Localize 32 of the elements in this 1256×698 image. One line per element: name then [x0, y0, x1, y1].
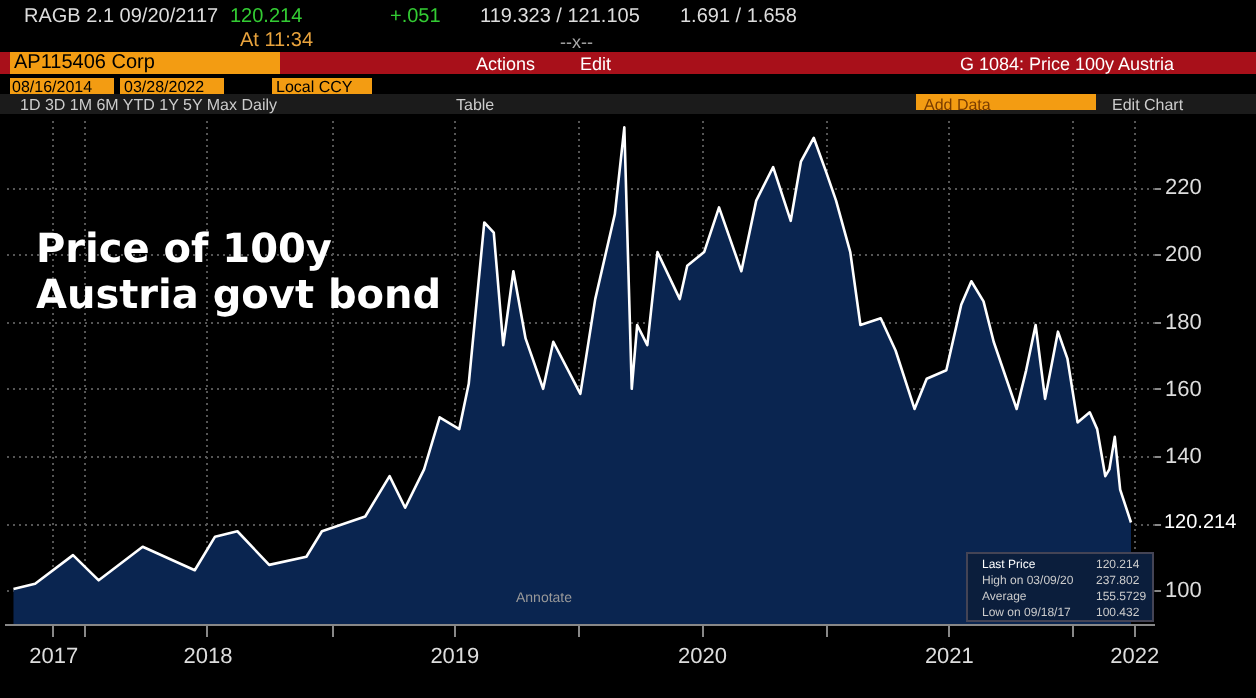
text: 119.323 / 121.105: [480, 6, 640, 28]
y-tick-label: 180: [1165, 310, 1202, 335]
text: 120.214: [230, 6, 303, 28]
y-tick-label: 160: [1165, 377, 1202, 402]
y-tick-label: 200: [1165, 243, 1202, 268]
text: Actions: [476, 54, 536, 74]
text: +.051: [390, 6, 441, 28]
y-tick-label: 100: [1165, 579, 1202, 604]
text: 1.691 / 1.658: [680, 6, 797, 28]
text: At 11:34: [240, 30, 314, 52]
x-tick-label: 2019: [430, 645, 480, 669]
text: 1D 3D 1M 6M YTD 1Y 5Y Max Daily: [20, 96, 277, 116]
x-tick-label: 2020: [677, 645, 727, 669]
x-tick-label: 2021: [924, 645, 974, 669]
text: Table: [456, 96, 495, 116]
text: Edit: [580, 54, 612, 74]
text: 08/16/2014: [12, 78, 93, 98]
x-tick-label: 2017: [29, 645, 79, 669]
text: RAGB 2.1 09/20/2117: [24, 6, 219, 28]
text: Add Data: [924, 96, 991, 116]
text: 03/28/2022: [124, 78, 205, 98]
text: --x--: [560, 32, 593, 52]
x-tick-label: 2022: [1110, 645, 1160, 669]
text: Price of 100y Austria govt bond: [36, 224, 444, 318]
text: Edit Chart: [1112, 96, 1184, 116]
y-tick-label: 140: [1165, 445, 1202, 469]
text: G 1084: Price 100y Austria: [960, 54, 1175, 74]
y-tick-label: 220: [1165, 176, 1202, 201]
text: Local CCY: [276, 78, 353, 98]
text: AP115406 Corp: [14, 52, 155, 74]
annotation: 120.214: [1164, 512, 1238, 535]
x-tick-label: 2018: [183, 645, 233, 669]
